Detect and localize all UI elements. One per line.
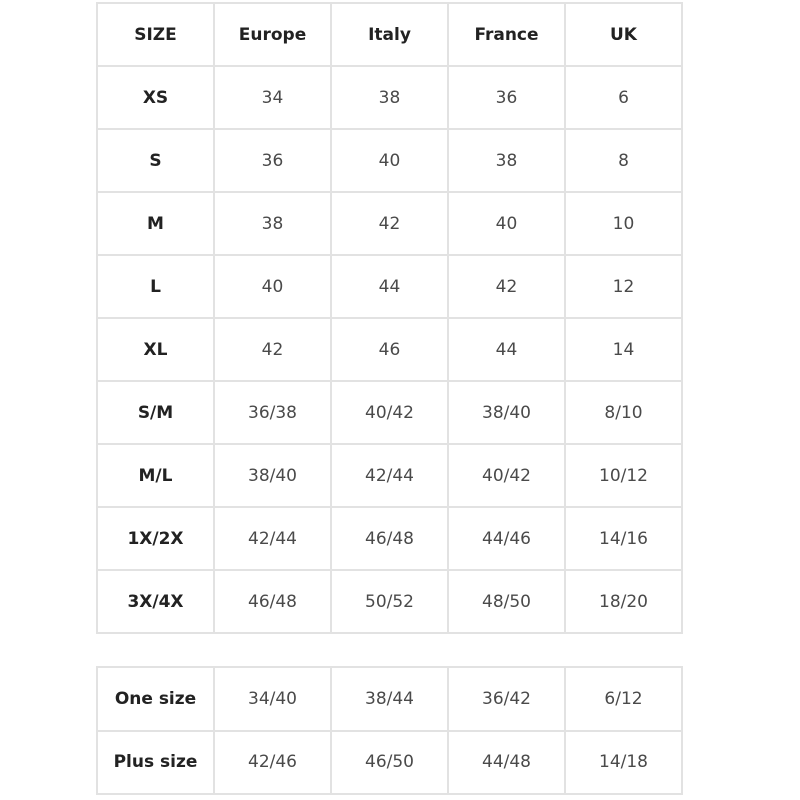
table-cell: 14	[564, 317, 683, 382]
table-cell: 34	[213, 65, 332, 130]
row-header: S	[96, 128, 215, 193]
table-cell: 40/42	[330, 380, 449, 445]
table-cell: 34/40	[213, 666, 332, 732]
table-row: M 38 42 40 10	[96, 191, 683, 256]
table-cell: 36/38	[213, 380, 332, 445]
row-header: Plus size	[96, 729, 215, 795]
column-header: France	[447, 2, 566, 67]
header-row: SIZE Europe Italy France UK	[96, 2, 683, 67]
table-cell: 38	[447, 128, 566, 193]
table-cell: 42	[447, 254, 566, 319]
table-cell: 38/44	[330, 666, 449, 732]
row-header: One size	[96, 666, 215, 732]
table-cell: 6	[564, 65, 683, 130]
row-header: M/L	[96, 443, 215, 508]
table-cell: 44/48	[447, 729, 566, 795]
table-cell: 10/12	[564, 443, 683, 508]
table-cell: 8/10	[564, 380, 683, 445]
column-header: UK	[564, 2, 683, 67]
row-header: S/M	[96, 380, 215, 445]
table-cell: 50/52	[330, 569, 449, 634]
table-cell: 36	[213, 128, 332, 193]
table-cell: 38/40	[447, 380, 566, 445]
table-cell: 44	[447, 317, 566, 382]
table-cell: 40	[330, 128, 449, 193]
column-header: Italy	[330, 2, 449, 67]
table-cell: 42/44	[330, 443, 449, 508]
table-cell: 6/12	[564, 666, 683, 732]
column-header: SIZE	[96, 2, 215, 67]
table-cell: 42/46	[213, 729, 332, 795]
table-cell: 40	[213, 254, 332, 319]
table-cell: 42/44	[213, 506, 332, 571]
table-cell: 14/18	[564, 729, 683, 795]
one-plus-size-table: One size 34/40 38/44 36/42 6/12 Plus size 42/4…	[96, 666, 683, 795]
table-row: 1X/2X 42/44 46/48 44/46 14/16	[96, 506, 683, 571]
row-header: 3X/4X	[96, 569, 215, 634]
table-cell: 10	[564, 191, 683, 256]
table-cell: 46/48	[330, 506, 449, 571]
table-row: L 40 44 42 12	[96, 254, 683, 319]
column-header: Europe	[213, 2, 332, 67]
table-cell: 40	[447, 191, 566, 256]
table-cell: 8	[564, 128, 683, 193]
table-row: XL 42 46 44 14	[96, 317, 683, 382]
table-cell: 12	[564, 254, 683, 319]
table-cell: 42	[330, 191, 449, 256]
table-cell: 36	[447, 65, 566, 130]
row-header: XL	[96, 317, 215, 382]
table-cell: 46/50	[330, 729, 449, 795]
table-cell: 46/48	[213, 569, 332, 634]
table-cell: 18/20	[564, 569, 683, 634]
table-cell: 38	[330, 65, 449, 130]
table-cell: 40/42	[447, 443, 566, 508]
table-row: S 36 40 38 8	[96, 128, 683, 193]
table-cell: 36/42	[447, 666, 566, 732]
table-row: One size 34/40 38/44 36/42 6/12	[96, 666, 683, 732]
row-header: XS	[96, 65, 215, 130]
table-row: 3X/4X 46/48 50/52 48/50 18/20	[96, 569, 683, 634]
table-cell: 46	[330, 317, 449, 382]
table-cell: 44/46	[447, 506, 566, 571]
table-cell: 14/16	[564, 506, 683, 571]
row-header: L	[96, 254, 215, 319]
row-header: 1X/2X	[96, 506, 215, 571]
table-cell: 42	[213, 317, 332, 382]
table-cell: 38	[213, 191, 332, 256]
table-cell: 38/40	[213, 443, 332, 508]
table-row: M/L 38/40 42/44 40/42 10/12	[96, 443, 683, 508]
table-cell: 44	[330, 254, 449, 319]
table-row: S/M 36/38 40/42 38/40 8/10	[96, 380, 683, 445]
table-row: Plus size 42/46 46/50 44/48 14/18	[96, 729, 683, 795]
row-header: M	[96, 191, 215, 256]
table-row: XS 34 38 36 6	[96, 65, 683, 130]
size-conversion-table: SIZE Europe Italy France UK XS 34 38 36 6 S 36 40 38 8…	[96, 2, 683, 634]
table-cell: 48/50	[447, 569, 566, 634]
